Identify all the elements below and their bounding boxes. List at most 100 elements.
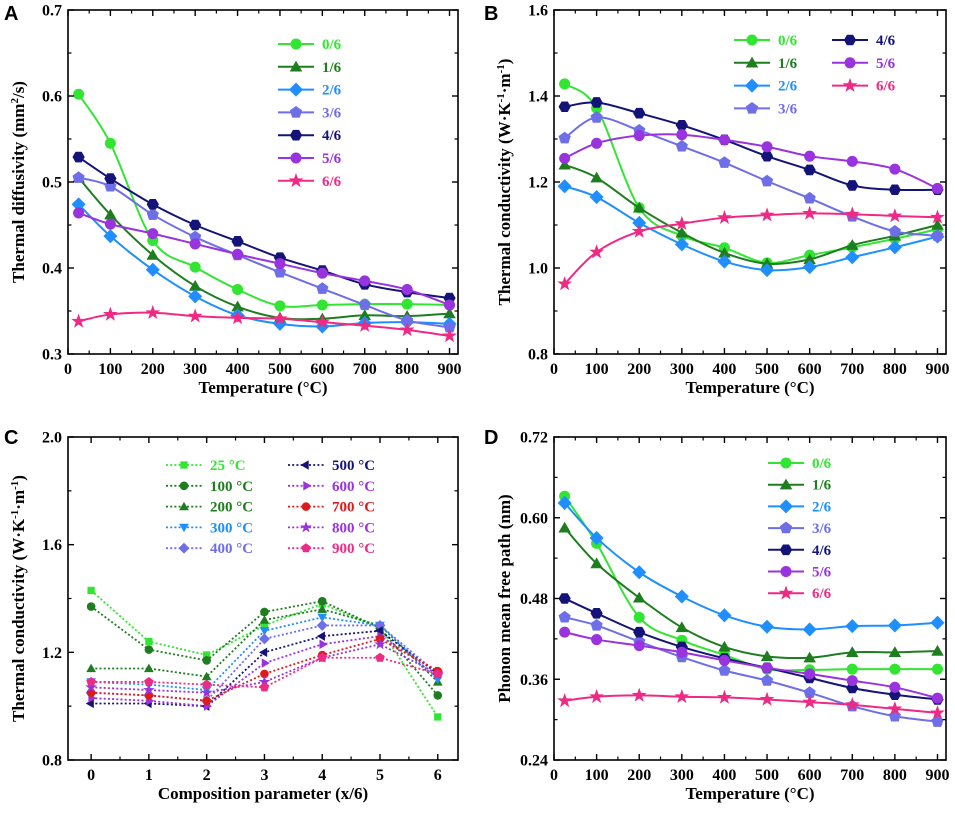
y-tick-label: 0.5	[42, 175, 62, 192]
legend-item: 3/6	[768, 521, 832, 537]
x-tick-label: 400	[712, 361, 736, 378]
data-point	[931, 692, 944, 704]
data-point	[200, 686, 213, 698]
data-point	[557, 692, 573, 708]
data-point	[930, 705, 945, 720]
legend-item: 2/6	[734, 78, 798, 95]
data-point	[443, 299, 456, 311]
data-point	[188, 289, 203, 304]
data-point	[103, 229, 118, 244]
data-point	[71, 313, 87, 328]
data-point	[846, 155, 858, 167]
legend-item: 600 °C	[288, 479, 375, 495]
data-point	[260, 607, 269, 617]
data-point	[803, 164, 816, 176]
data-point	[104, 137, 116, 149]
legend-label: 0/6	[778, 33, 798, 49]
data-point	[759, 207, 775, 222]
data-point	[316, 619, 328, 631]
y-tick-label: 0.48	[520, 591, 548, 608]
data-point	[189, 219, 202, 231]
data-point	[718, 156, 731, 168]
data-point	[887, 701, 903, 716]
data-point	[590, 557, 603, 569]
data-point	[188, 279, 202, 291]
data-point	[189, 261, 201, 273]
legend-label: 6/6	[812, 586, 832, 602]
data-point	[86, 676, 96, 686]
data-point	[232, 248, 244, 260]
data-point	[717, 209, 732, 224]
series-1-6	[558, 521, 944, 663]
legend-marker	[745, 56, 759, 68]
data-point	[632, 565, 647, 580]
data-point	[272, 316, 287, 331]
series-3-6	[558, 610, 944, 727]
y-axis-label: Thermal diffusivity (mm2/s)	[9, 81, 28, 283]
legend-label: 2/6	[322, 83, 342, 99]
data-point	[201, 671, 212, 681]
legend-label: 3/6	[322, 105, 342, 121]
x-tick-label: 400	[712, 767, 736, 784]
data-point	[272, 310, 288, 326]
series-1-6	[558, 158, 944, 269]
legend-marker	[746, 34, 758, 46]
data-point	[633, 130, 645, 142]
x-axis-label: Temperature (°C)	[685, 784, 814, 803]
legend-label: 700 °C	[332, 500, 375, 516]
legend-label: 0/6	[812, 456, 832, 472]
y-tick-label: 1.6	[42, 537, 62, 554]
y-tick-label: 1.0	[528, 261, 548, 278]
series-6-6	[557, 687, 945, 720]
x-tick-label: 1	[145, 767, 153, 784]
legend: 25 °C 100 °C 200 °C 300 °C 400 °C 500 °C 600 °…	[166, 458, 375, 557]
data-point	[232, 283, 244, 296]
panel-letter: C	[4, 427, 18, 449]
legend-label: 2/6	[778, 79, 798, 95]
data-point	[102, 306, 118, 321]
legend-marker	[178, 542, 190, 554]
legend-marker	[290, 38, 302, 50]
data-point	[632, 591, 646, 603]
legend-label: 500 °C	[332, 458, 375, 474]
legend-label: 4/6	[812, 543, 832, 559]
data-point	[187, 308, 203, 323]
legend-label: 0/6	[322, 37, 342, 53]
legend-marker	[778, 499, 794, 514]
legend-label: 3/6	[778, 101, 798, 117]
legend-marker	[744, 78, 760, 93]
data-point	[633, 611, 645, 623]
x-tick-label: 900	[925, 361, 949, 378]
data-point	[146, 208, 159, 220]
data-point	[259, 682, 270, 692]
series-5-6	[73, 207, 456, 311]
panel-letter: B	[484, 3, 498, 25]
plot-frame	[67, 436, 459, 761]
series-5-6	[559, 626, 944, 704]
legend-item: 6/6	[768, 585, 832, 602]
series-line	[77, 177, 450, 321]
data-point	[674, 237, 689, 252]
data-point	[434, 713, 442, 721]
data-point	[717, 689, 732, 704]
data-point	[846, 180, 859, 191]
x-tick-label: 3	[260, 767, 268, 784]
series-line	[564, 163, 938, 265]
y-tick-label: 0.8	[528, 347, 548, 364]
legend-label: 300 °C	[210, 520, 253, 536]
data-point	[146, 199, 159, 210]
data-point	[144, 645, 154, 654]
legend-item: 3/6	[734, 101, 798, 117]
legend-marker	[289, 129, 303, 141]
data-point	[316, 299, 328, 311]
data-point	[846, 646, 859, 658]
legend-item: 1/6	[768, 478, 832, 494]
data-point	[888, 184, 901, 196]
data-point	[86, 602, 96, 611]
legend-item: 5/6	[768, 565, 832, 581]
x-tick-label: 6	[434, 767, 442, 784]
x-tick-label: 0	[550, 361, 558, 378]
y-tick-label: 1.2	[42, 645, 62, 662]
legend-label: 800 °C	[332, 520, 375, 536]
legend-item: 3/6	[278, 105, 342, 121]
